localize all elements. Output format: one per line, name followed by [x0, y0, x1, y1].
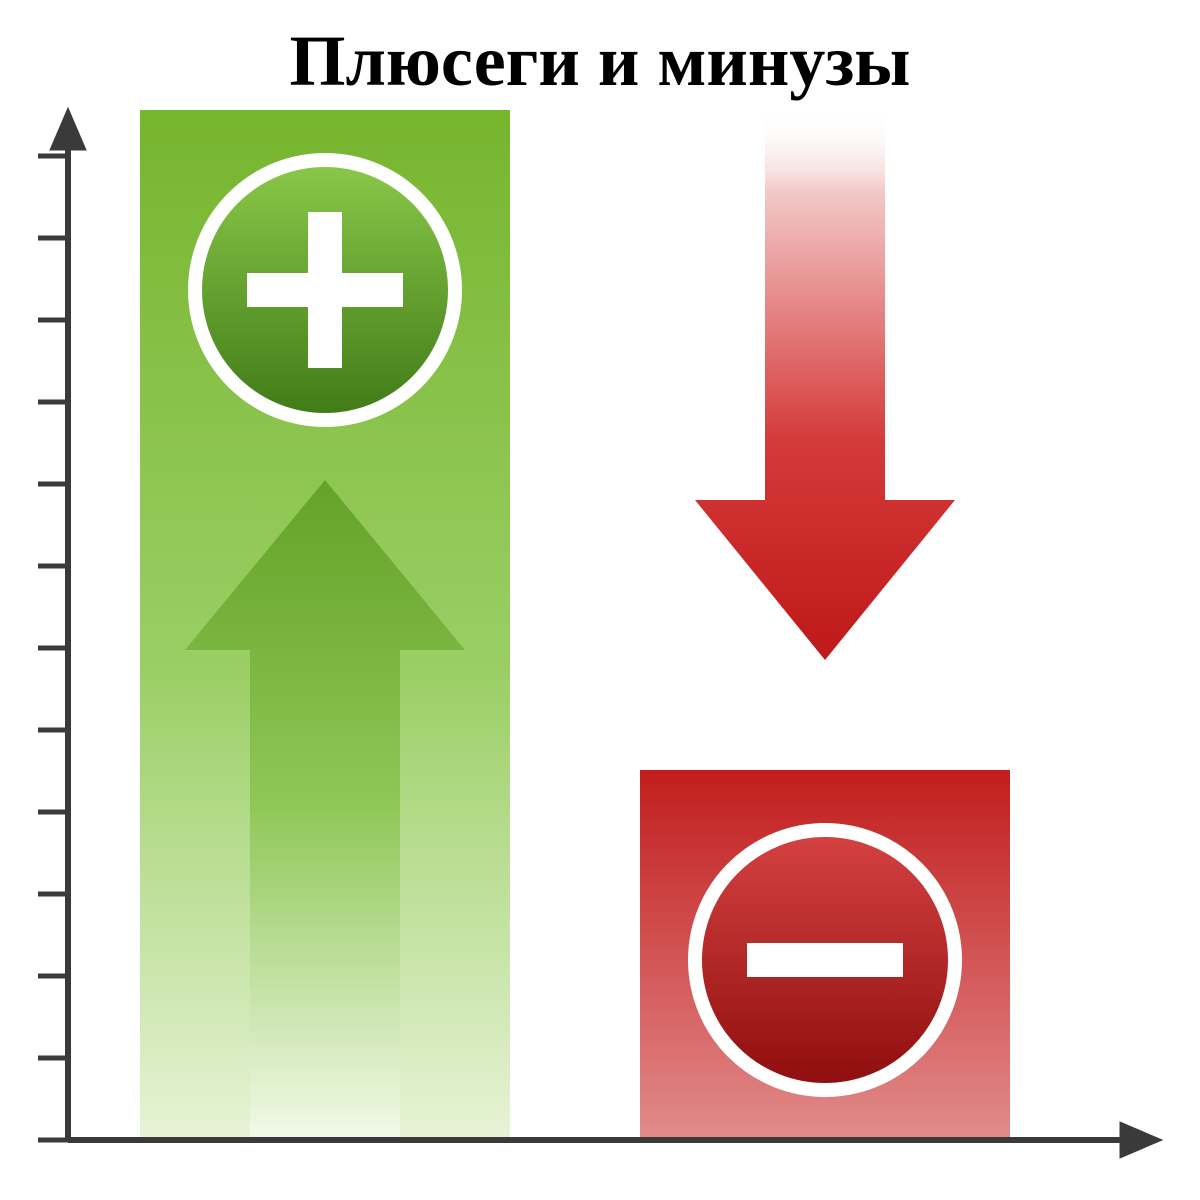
infographic-root: Плюсеги и минузы: [0, 0, 1200, 1200]
y-axis-ticks: [38, 156, 68, 1140]
y-axis-arrowhead-icon: [50, 108, 86, 150]
minus-badge: [695, 830, 955, 1090]
plus-badge: [195, 160, 455, 420]
arrow-down-icon: [695, 110, 955, 660]
chart-canvas: [0, 0, 1200, 1200]
x-axis-arrowhead-icon: [1120, 1122, 1162, 1158]
bar-plus: [140, 110, 510, 1140]
bar-minus: [640, 770, 1010, 1140]
